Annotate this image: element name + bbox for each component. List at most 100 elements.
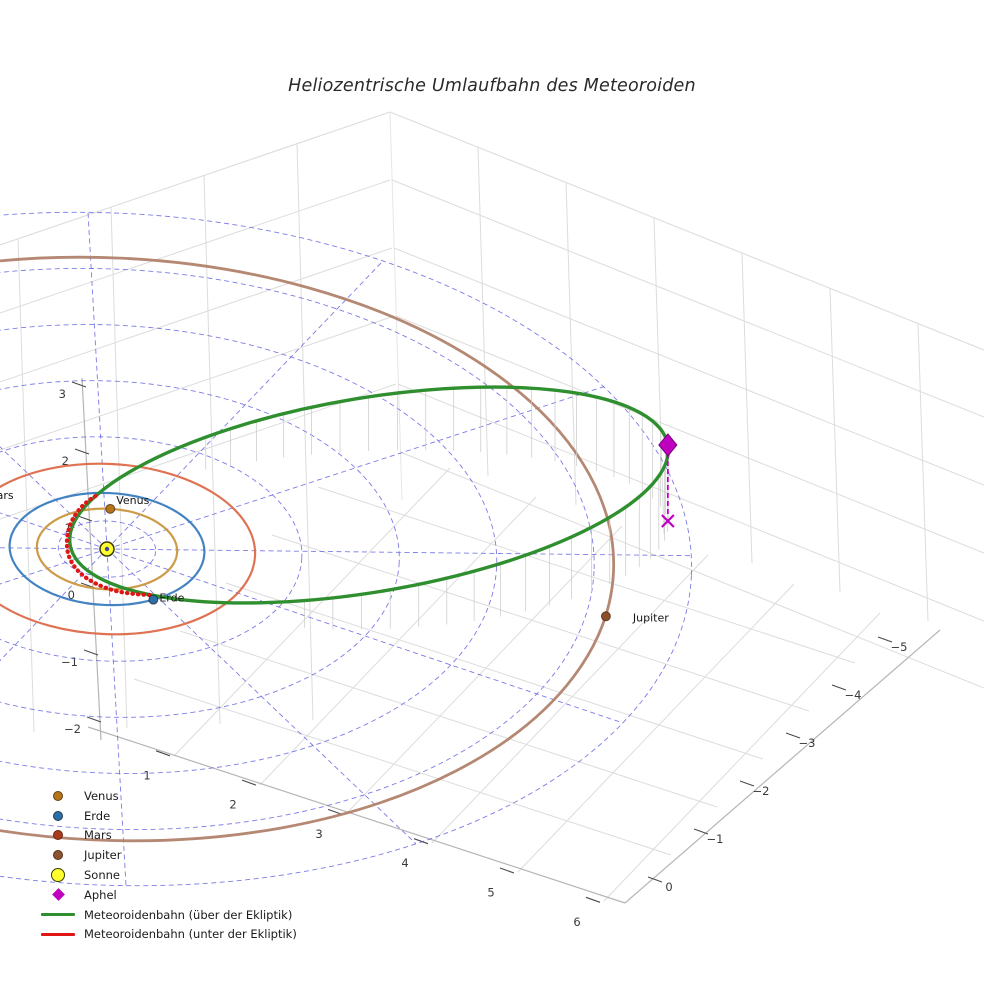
x-tick-mark	[241, 779, 257, 786]
legend-marker-dot-icon	[40, 850, 76, 861]
y-tick-mark	[647, 876, 663, 883]
orbit-erde	[8, 491, 206, 607]
floor-gridline	[317, 486, 856, 664]
y-axis-line	[624, 629, 941, 904]
right-wall-gridline	[741, 252, 753, 564]
legend-label: Venus	[84, 788, 119, 803]
y-tick-label: −5	[891, 640, 908, 654]
floor-gridline	[603, 612, 881, 902]
box-top-right-edge	[389, 111, 984, 351]
legend-label: Aphel	[84, 887, 117, 902]
legend-label: Mars	[84, 828, 112, 843]
x-tick-label: 5	[487, 886, 494, 900]
legend-item: Aphel	[40, 885, 297, 905]
ecliptic-grid-radial	[106, 548, 624, 724]
x-axis-line	[87, 726, 626, 904]
z-tick-label: 2	[62, 454, 69, 468]
ecliptic-grid-radial	[0, 512, 108, 550]
ecliptic-grid-circle	[0, 436, 303, 662]
ecliptic-grid-circle	[0, 380, 400, 718]
chart-title: Heliozentrische Umlaufbahn des Meteoroid…	[288, 76, 696, 96]
y-tick-mark	[785, 732, 801, 739]
legend-item: Jupiter	[40, 845, 297, 865]
z-tick-mark	[71, 381, 87, 388]
right-wall-gridline	[829, 287, 841, 593]
legend-item: Venus	[40, 786, 297, 806]
legend-item: Mars	[40, 826, 297, 846]
left-wall-gridline	[17, 238, 35, 733]
right-wall-gridline	[395, 315, 984, 554]
floor-gridline	[431, 554, 709, 844]
box-back-corner-edge	[389, 111, 403, 501]
legend-item: Sonne	[40, 865, 297, 885]
ecliptic-grid-radial	[106, 386, 605, 550]
z-tick-label: 3	[59, 387, 66, 401]
right-wall-gridline	[397, 383, 984, 622]
z-tick-mark	[77, 515, 93, 522]
x-tick-label: 4	[401, 856, 408, 870]
meteoroid-orbit-below	[64, 493, 153, 598]
y-tick-mark	[693, 828, 709, 835]
left-wall-gridline	[0, 315, 395, 451]
ecliptic-grid-radial	[0, 446, 108, 550]
y-tick-mark	[831, 684, 847, 691]
legend-item: Erde	[40, 806, 297, 826]
legend-marker-dot-icon	[40, 830, 76, 841]
z-tick-mark	[74, 448, 90, 455]
legend-marker-line-icon	[40, 932, 76, 936]
ecliptic-grid-radial	[106, 260, 384, 550]
floor-gridline	[271, 534, 810, 712]
z-axis-line	[81, 377, 102, 741]
legend-label: Meteoroidenbahn (unter der Ekliptik)	[84, 927, 297, 942]
orbit-mars	[0, 462, 257, 636]
ecliptic-grid-circle	[0, 211, 693, 887]
right-wall-gridline	[477, 146, 489, 477]
ecliptic-grid-radial	[106, 548, 127, 886]
y-tick-mark	[877, 636, 893, 643]
orbit-jupiter	[0, 255, 616, 843]
right-wall-gridline	[565, 181, 577, 506]
y-tick-mark	[739, 780, 755, 787]
x-tick-mark	[155, 750, 171, 757]
y-tick-label: −2	[753, 784, 770, 798]
sun-center-dot	[104, 546, 110, 552]
ecliptic-grid-circle	[57, 520, 157, 578]
z-tick-mark	[86, 716, 102, 723]
right-wall-gridline	[391, 179, 984, 418]
z-tick-mark	[83, 649, 99, 656]
legend-marker-diamond-icon	[40, 888, 76, 902]
legend-marker-dot-icon	[40, 790, 76, 801]
x-tick-label: 2	[229, 798, 236, 812]
legend-marker-dot-icon	[40, 810, 76, 821]
x-tick-label: 6	[573, 915, 580, 929]
ecliptic-grid-circle	[0, 324, 498, 774]
planet-label-venus: Venus	[116, 494, 149, 507]
planet-label-erde: Erde	[159, 592, 184, 605]
ecliptic-grid-circle	[0, 267, 595, 831]
legend-label: Meteoroidenbahn (über der Ekliptik)	[84, 907, 293, 922]
floor-gridline	[259, 496, 537, 786]
planet-label-mars: Mars	[0, 489, 14, 502]
x-tick-label: 3	[315, 827, 322, 841]
left-wall-gridline	[0, 179, 391, 314]
legend: Venus Erde Mars Jupiter Sonne Aphel Meteoroide…	[40, 786, 297, 944]
legend-item: Meteoroidenbahn (über der Ekliptik)	[40, 905, 297, 925]
z-tick-label: −2	[64, 722, 81, 736]
left-wall-gridline	[0, 247, 393, 383]
left-wall-gridline	[110, 206, 128, 729]
floor-gridline	[173, 467, 451, 757]
box-top-left-edge	[0, 111, 391, 246]
x-tick-mark	[413, 838, 429, 845]
floor-gridline	[179, 630, 718, 808]
legend-marker-sun-icon	[40, 868, 76, 883]
right-wall-gridline	[917, 322, 929, 622]
planet-dot-erde	[148, 594, 159, 605]
y-tick-label: −4	[845, 688, 862, 702]
floor-gridline	[517, 583, 795, 873]
aphel-marker	[658, 433, 678, 457]
right-wall-gridline	[393, 247, 984, 486]
legend-label: Sonne	[84, 868, 120, 883]
floor-gridline	[133, 678, 672, 856]
floor-gridline	[225, 582, 764, 760]
